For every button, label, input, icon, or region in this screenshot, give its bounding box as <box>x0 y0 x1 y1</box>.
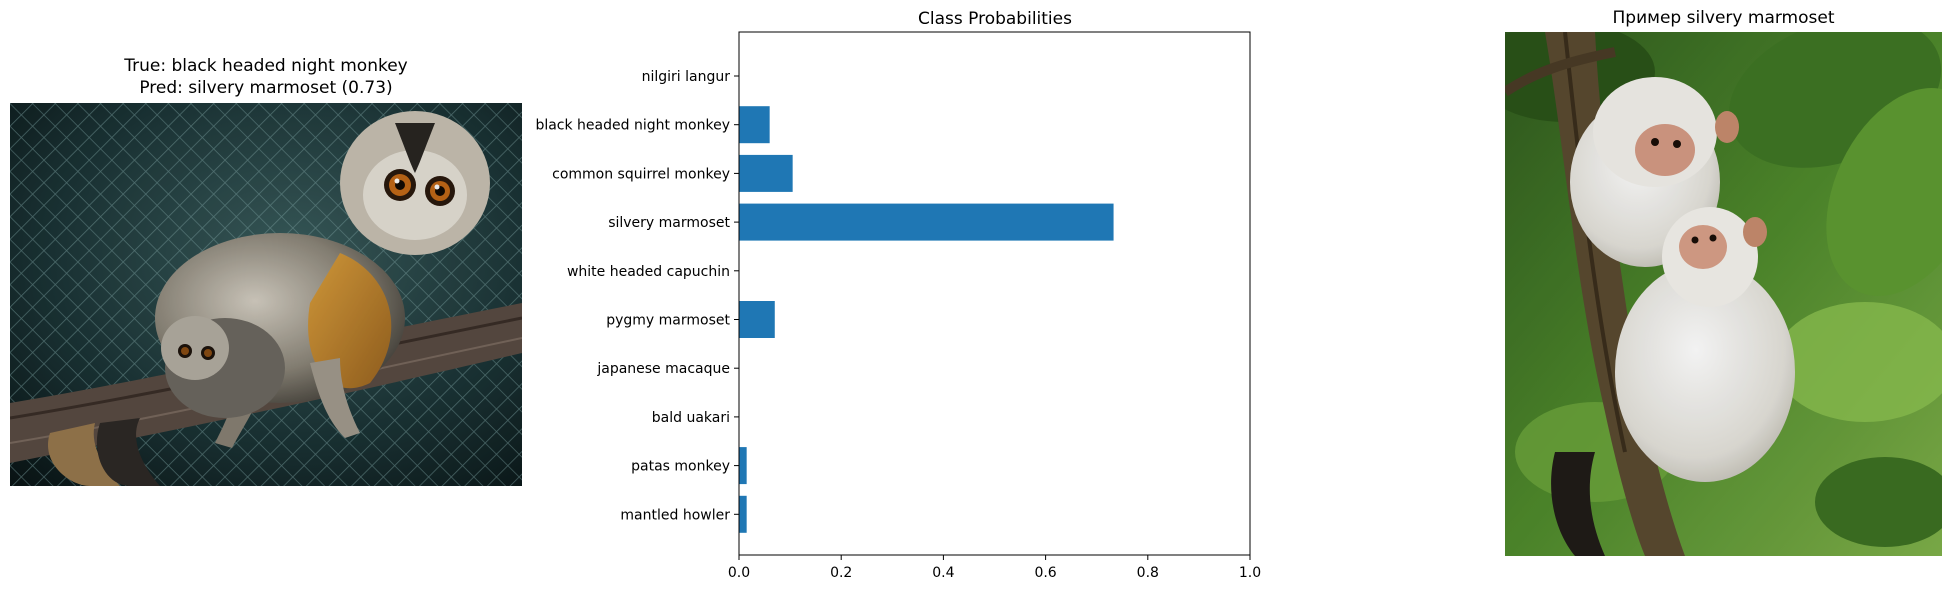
bar-black-headed-night-monkey <box>739 106 770 144</box>
x-tick-label: 0.4 <box>932 565 954 581</box>
silvery-marmoset-illustration <box>1505 32 1942 556</box>
night-monkey-photo <box>10 103 522 486</box>
y-tick-label: japanese macaque <box>596 361 730 377</box>
y-tick-label: mantled howler <box>620 507 730 523</box>
x-tick-label: 1.0 <box>1239 565 1261 581</box>
y-tick-label: common squirrel monkey <box>552 166 730 182</box>
x-tick-label: 0.8 <box>1137 565 1159 581</box>
x-tick-label: 0.6 <box>1034 565 1056 581</box>
y-tick-label: white headed capuchin <box>567 264 730 280</box>
x-tick-label: 0.0 <box>728 565 750 581</box>
bar-pygmy-marmoset <box>739 301 775 338</box>
bar-common-squirrel-monkey <box>739 154 793 192</box>
bar-patas-monkey <box>739 447 747 485</box>
silvery-marmoset-photo <box>1505 32 1942 556</box>
y-tick-label: nilgiri langur <box>642 69 731 85</box>
y-tick-label: bald uakari <box>652 410 730 426</box>
y-tick-label: silvery marmoset <box>608 215 730 231</box>
left-title-true: True: black headed night monkey <box>124 56 408 76</box>
night-monkey-illustration <box>10 103 522 486</box>
plot-frame <box>738 31 1251 556</box>
right-title: Пример silvery marmoset <box>1612 8 1835 28</box>
y-tick-label: patas monkey <box>631 459 730 475</box>
y-tick-label: pygmy marmoset <box>606 313 730 329</box>
bar-mantled-howler <box>739 495 747 533</box>
bar-silvery-marmoset <box>739 203 1114 241</box>
y-tick-label: black headed night monkey <box>535 118 730 134</box>
left-title-pred: Pred: silvery marmoset (0.73) <box>139 78 393 98</box>
chart-title: Class Probabilities <box>918 9 1072 29</box>
x-tick-label: 0.2 <box>830 565 852 581</box>
